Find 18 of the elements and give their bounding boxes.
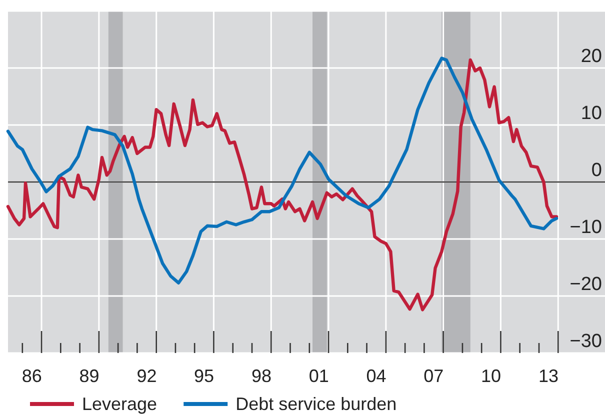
x-tick-label: 95 [194,366,214,386]
y-tick-label: 10 [580,103,602,124]
y-tick-label: 0 [591,160,602,181]
y-tick-label: −30 [570,331,602,352]
x-tick-label: 86 [22,366,42,386]
x-tick-label: 13 [538,366,558,386]
x-tick-label: 01 [308,366,329,386]
y-tick-label: 20 [580,46,602,67]
x-tick-label: 04 [366,366,386,386]
y-tick-label: −10 [570,217,602,238]
y-tick-label: −20 [570,274,602,295]
x-tick-label: 89 [79,366,100,386]
x-tick-label: 98 [251,366,272,386]
x-tick-label: 10 [481,366,502,386]
x-tick-label: 07 [424,366,444,386]
legend-label: Debt service burden [236,394,397,414]
x-tick-label: 92 [136,366,157,386]
legend-label: Leverage [82,394,158,414]
